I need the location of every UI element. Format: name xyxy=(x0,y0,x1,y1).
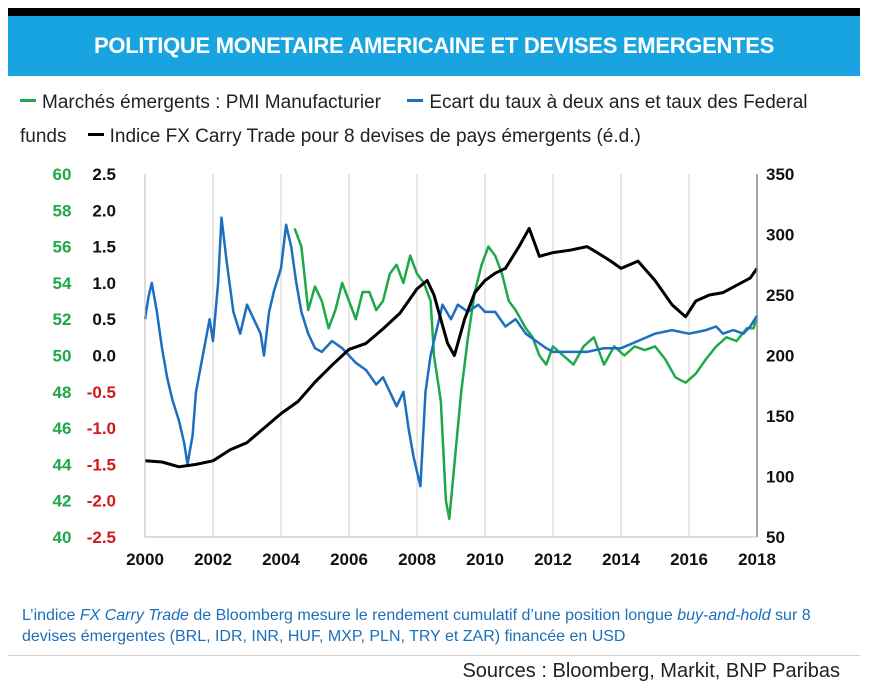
x-tick-label: 2006 xyxy=(330,550,368,569)
y-tick-label-spread: -0.5 xyxy=(87,383,116,402)
footnote-text-3: sur 8 devises émergentes (BRL, IDR, INR,… xyxy=(22,607,811,645)
footnote-text-2: de Bloomberg mesure le rendement cumulat… xyxy=(188,607,678,624)
series-line-pmi xyxy=(293,227,759,521)
legend-label-carry: Indice FX Carry Trade pour 8 devises de … xyxy=(109,126,641,147)
y-tick-label-spread: 1.5 xyxy=(92,238,116,257)
x-tick-label: 2014 xyxy=(602,550,640,569)
y-tick-label-carry: 250 xyxy=(766,286,794,305)
legend-label-pmi: Marchés émergents : PMI Manufacturier xyxy=(42,92,381,113)
y-tick-label-pmi: 40 xyxy=(53,528,72,547)
y-tick-label-spread: -2.0 xyxy=(87,492,116,511)
x-tick-label: 2010 xyxy=(466,550,504,569)
y-tick-label-spread: 0.0 xyxy=(92,347,116,366)
y-tick-label-pmi: 60 xyxy=(53,165,72,184)
legend-label-spread: Ecart du taux à deux ans et taux des Fed… xyxy=(20,92,808,147)
x-tick-label: 2008 xyxy=(398,550,436,569)
series-line-carry xyxy=(144,226,759,469)
legend-swatch-pmi xyxy=(20,99,36,103)
y-tick-label-pmi: 54 xyxy=(53,274,72,293)
y-tick-label-spread: -1.5 xyxy=(87,455,116,474)
chart-footnote: L’indice FX Carry Trade de Bloomberg mes… xyxy=(22,605,862,647)
y-tick-label-carry: 100 xyxy=(766,468,794,487)
y-tick-label-spread: 0.5 xyxy=(92,310,116,329)
series-line-spread xyxy=(143,216,759,488)
x-tick-label: 2002 xyxy=(194,550,232,569)
y-tick-label-carry: 50 xyxy=(766,528,785,547)
x-tick-label: 2012 xyxy=(534,550,572,569)
footnote-italic-2: buy-and-hold xyxy=(677,607,771,624)
x-tick-label: 2018 xyxy=(738,550,776,569)
y-tick-label-spread: -2.5 xyxy=(87,528,116,547)
title-top-rule xyxy=(8,8,860,16)
title-banner: POLITIQUE MONETAIRE AMERICAINE ET DEVISE… xyxy=(8,16,860,76)
y-tick-label-spread: 2.0 xyxy=(92,201,116,220)
page-title: POLITIQUE MONETAIRE AMERICAINE ET DEVISE… xyxy=(94,33,774,58)
legend-item-carry: Indice FX Carry Trade pour 8 devises de … xyxy=(87,126,641,147)
plot-background xyxy=(145,174,757,537)
y-tick-label-spread: 2.5 xyxy=(92,165,116,184)
chart-legend: Marchés émergents : PMI Manufacturier Ec… xyxy=(20,86,850,154)
y-tick-label-pmi: 46 xyxy=(53,419,72,438)
y-tick-label-spread: 1.0 xyxy=(92,274,116,293)
y-tick-label-pmi: 58 xyxy=(53,201,72,220)
y-tick-label-pmi: 50 xyxy=(53,347,72,366)
y-tick-label-carry: 200 xyxy=(766,347,794,366)
y-tick-label-carry: 350 xyxy=(766,165,794,184)
chart-area: 60 58 56 54 52 50 48 46 44 42 40 2.5 2.0 1.5 1.0 0.5 0.0… xyxy=(53,165,795,569)
y-tick-label-pmi: 42 xyxy=(53,492,72,511)
x-tick-label: 2016 xyxy=(670,550,708,569)
y-tick-label-pmi: 56 xyxy=(53,238,72,257)
y-tick-label-pmi: 52 xyxy=(53,310,72,329)
footnote-text-1: L’indice xyxy=(22,607,80,624)
sources-divider xyxy=(8,655,860,656)
legend-item-spread: Ecart du taux à deux ans et taux des Fed… xyxy=(20,92,808,147)
y-tick-label-pmi: 48 xyxy=(53,383,72,402)
x-tick-label: 2004 xyxy=(262,550,300,569)
legend-swatch-carry xyxy=(87,133,104,137)
footnote-italic-1: FX Carry Trade xyxy=(79,607,189,624)
y-tick-label-carry: 300 xyxy=(766,226,794,245)
legend-item-pmi: Marchés émergents : PMI Manufacturier xyxy=(20,92,381,113)
y-tick-label-pmi: 44 xyxy=(53,455,72,474)
y-tick-label-spread: -1.0 xyxy=(87,419,116,438)
legend-swatch-spread xyxy=(407,99,424,103)
x-tick-label: 2000 xyxy=(126,550,164,569)
y-tick-label-carry: 150 xyxy=(766,407,794,426)
sources-text: Sources : Bloomberg, Markit, BNP Paribas xyxy=(462,660,840,682)
